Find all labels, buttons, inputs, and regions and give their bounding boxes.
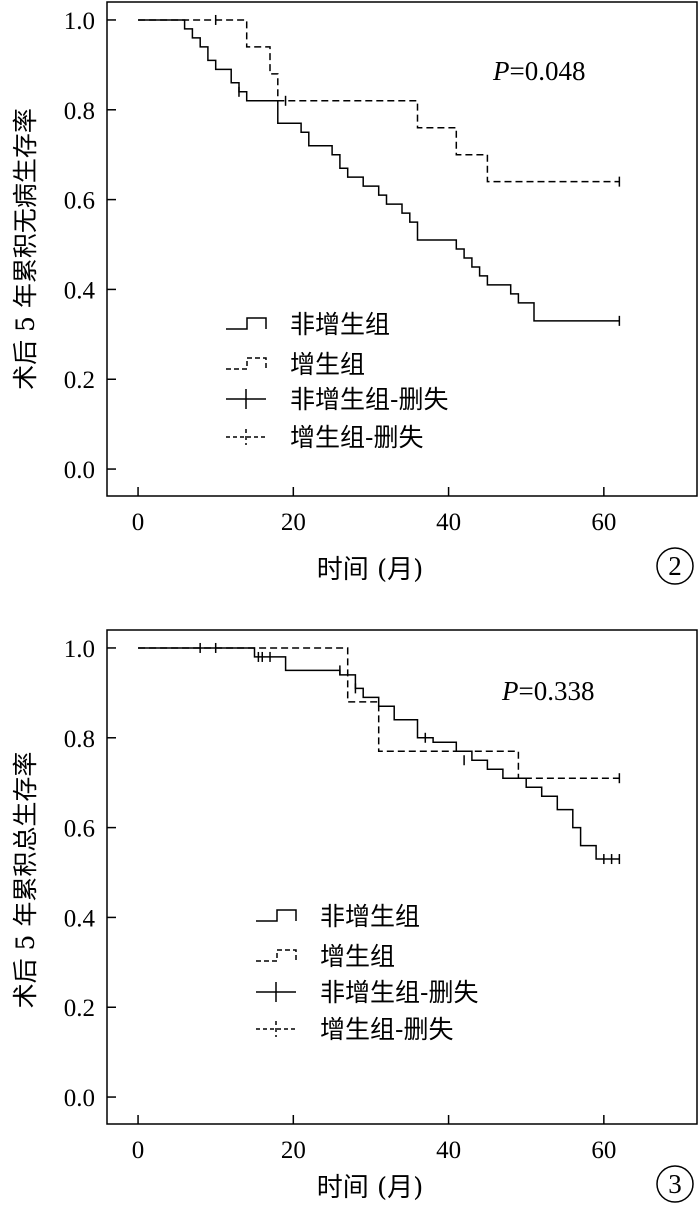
y-axis-label: 术后 5 年累积无病生存率 [11, 108, 40, 390]
p-value: =0.338 [519, 676, 595, 706]
censor-marks [199, 642, 621, 865]
survival-curves [138, 647, 620, 860]
plot-frame [106, 1, 698, 497]
y-tick-label: 0.2 [64, 995, 95, 1022]
panel-number-badge: 2 [656, 547, 694, 585]
legend-swatch-hyperplasia [226, 357, 267, 370]
y-tick-label: 0.0 [64, 1085, 95, 1112]
x-tick-label: 60 [591, 509, 616, 536]
p-value-annotation: P=0.048 [492, 56, 585, 86]
legend: 非增生组 增生组 非增生组-删失 增生组-删失 [226, 310, 448, 452]
p-symbol: P [501, 676, 519, 706]
legend-label-hyperplasia-censored: 增生组-删失 [320, 1015, 453, 1044]
x-axis-ticks: 0 20 40 60 [132, 487, 616, 536]
curve-hyperplasia [138, 19, 620, 183]
legend-swatch-hyperplasia [256, 949, 297, 962]
km-chart-disease-free-survival: 0.0 0.2 0.4 0.6 0.8 1.0 0 20 40 60 术后 5 年累积无病生存率… [11, 1, 698, 585]
y-tick-label: 0.4 [64, 277, 96, 304]
km-chart-overall-survival: 0.00.20.40.60.81.0 0 20 40 60 术后 5 年累积总生存率 … [11, 629, 698, 1203]
p-value-annotation: P=0.338 [501, 676, 594, 706]
legend-swatch-non-hyperplasia-censored [226, 389, 266, 409]
x-tick-label: 20 [281, 1137, 306, 1164]
x-tick-label: 0 [132, 1137, 145, 1164]
censor-marks [214, 14, 621, 326]
panel-number: 3 [668, 1169, 682, 1199]
legend-label-hyperplasia-censored: 增生组-删失 [290, 423, 423, 452]
legend-label-hyperplasia: 增生组 [290, 350, 365, 379]
y-tick-label: 0.6 [64, 188, 95, 215]
x-tick-label: 20 [281, 509, 306, 536]
legend-swatch-hyperplasia-censored [226, 429, 266, 445]
panel-number: 2 [668, 551, 682, 581]
legend: 非增生组 增生组 非增生组-删失 增生组-删失 [256, 902, 478, 1044]
legend-label-non-hyperplasia: 非增生组 [320, 902, 420, 931]
legend-label-non-hyperplasia: 非增生组 [290, 310, 390, 339]
plot-frame [106, 629, 698, 1125]
curve-non-hyperplasia [138, 19, 620, 322]
panel-number-badge: 3 [656, 1165, 694, 1203]
x-axis-label: 时间 (月) [317, 1173, 424, 1203]
y-tick-label: 1.0 [64, 8, 95, 35]
p-value: =0.048 [510, 56, 586, 86]
x-tick-label: 40 [436, 509, 461, 536]
y-tick-label: 0.4 [64, 905, 96, 932]
y-axis-label: 术后 5 年累积总生存率 [11, 752, 40, 1009]
x-tick-label: 40 [436, 1137, 461, 1164]
x-tick-label: 60 [591, 1137, 616, 1164]
legend-label-non-hyperplasia-censored: 非增生组-删失 [290, 385, 448, 414]
legend-swatch-non-hyperplasia [256, 909, 297, 922]
y-tick-label: 0.6 [64, 816, 95, 843]
legend-swatch-non-hyperplasia [226, 317, 267, 330]
y-tick-label: 0.8 [64, 726, 95, 753]
x-axis-ticks: 0 20 40 60 [132, 1115, 616, 1164]
p-symbol: P [492, 56, 510, 86]
y-axis-ticks: 0.0 0.2 0.4 0.6 0.8 1.0 [64, 8, 116, 484]
legend-label-non-hyperplasia-censored: 非增生组-删失 [320, 978, 478, 1007]
y-tick-label: 0.0 [64, 457, 95, 484]
curve-hyperplasia [138, 647, 620, 779]
x-axis-label: 时间 (月) [317, 555, 424, 585]
y-tick-label: 0.8 [64, 98, 95, 125]
legend-swatch-non-hyperplasia-censored [256, 982, 296, 1002]
y-tick-label: 1.0 [64, 636, 95, 663]
legend-label-hyperplasia: 增生组 [320, 942, 395, 971]
legend-swatch-hyperplasia-censored [256, 1021, 296, 1037]
y-tick-label: 0.2 [64, 367, 95, 394]
y-axis-ticks: 0.0 0.2 0.4 0.6 0.8 1.0 [64, 636, 116, 1112]
x-tick-label: 0 [132, 509, 145, 536]
survival-curves [138, 19, 620, 322]
